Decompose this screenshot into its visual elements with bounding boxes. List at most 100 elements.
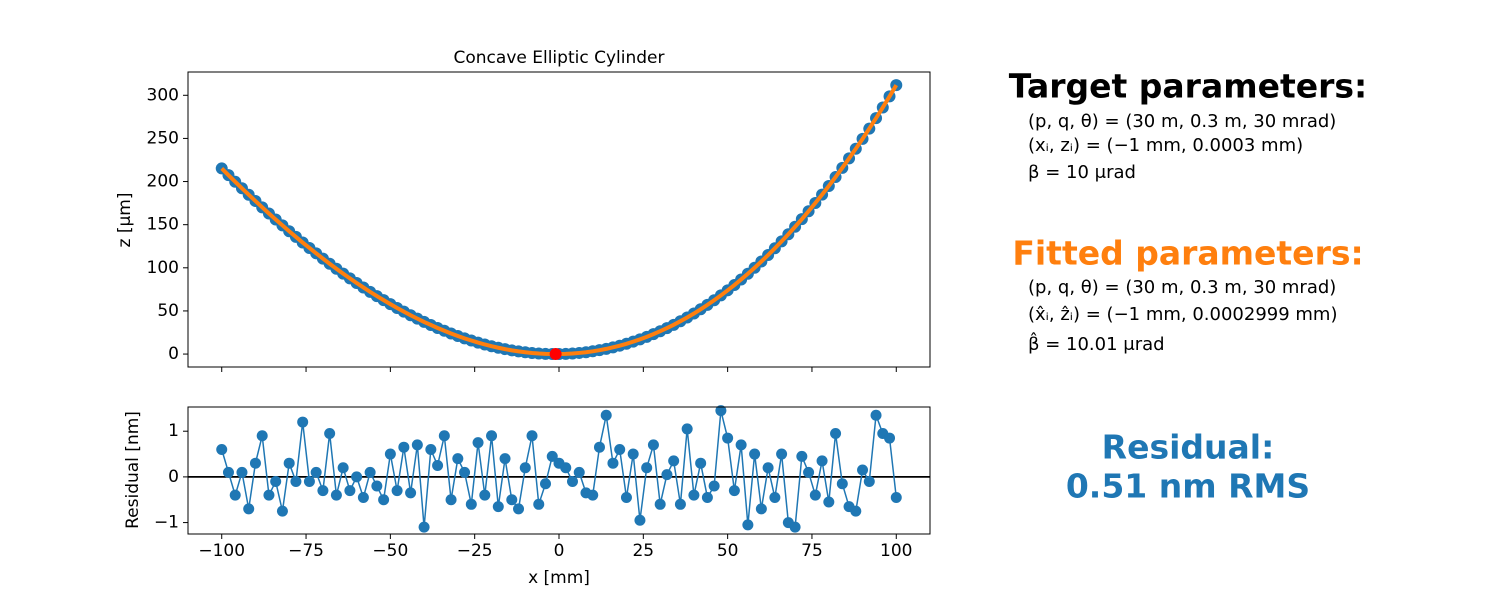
data-point: [330, 489, 342, 501]
data-point: [357, 491, 369, 503]
data-point: [735, 439, 747, 451]
y-tick-label: −1: [154, 513, 179, 533]
data-point: [384, 448, 396, 460]
y-tick-label: 150: [147, 215, 179, 235]
data-point: [803, 466, 815, 478]
data-point: [459, 466, 471, 478]
data-point: [836, 478, 848, 490]
data-point: [809, 489, 821, 501]
residual-summary: 0.51 nm RMS: [1066, 467, 1310, 506]
data-point: [607, 457, 619, 469]
data-point: [742, 519, 754, 531]
data-point: [560, 462, 572, 474]
data-point: [526, 430, 538, 442]
data-point: [405, 487, 417, 499]
data-point: [816, 455, 828, 467]
data-point: [337, 462, 349, 474]
series-line: [221, 84, 897, 355]
data-point: [857, 464, 869, 476]
data-point: [499, 453, 511, 465]
data-point: [506, 494, 518, 506]
data-point: [378, 494, 390, 506]
x-axis-label: x [mm]: [528, 568, 590, 588]
data-point: [479, 489, 491, 501]
data-point: [297, 416, 309, 428]
y-tick-label: 0: [168, 467, 179, 487]
data-point: [229, 489, 241, 501]
data-point: [432, 459, 444, 471]
data-point: [438, 430, 450, 442]
data-point: [276, 505, 288, 517]
data-point: [303, 475, 315, 487]
data-point: [324, 427, 336, 439]
x-tick-label: 50: [717, 541, 739, 561]
fitted-line: (p, q, θ) = (30 m, 0.3 m, 30 mrad): [1028, 277, 1336, 298]
fitted-line: β̂ = 10.01 μrad: [1028, 332, 1165, 355]
x-tick-label: −75: [288, 541, 324, 561]
fitted-title: Fitted parameters:: [1012, 234, 1363, 273]
data-point: [688, 489, 700, 501]
data-point: [708, 480, 720, 492]
data-point: [486, 430, 498, 442]
data-point: [519, 462, 531, 474]
data-point: [614, 443, 626, 455]
data-point: [351, 471, 363, 483]
data-point: [776, 448, 788, 460]
residual-summary: Residual:: [1102, 428, 1275, 467]
data-point: [310, 466, 322, 478]
y-tick-label: 100: [147, 258, 179, 278]
data-point: [762, 462, 774, 474]
data-point: [749, 448, 761, 460]
data-point: [398, 441, 410, 453]
data-point: [445, 494, 457, 506]
data-point: [391, 485, 403, 497]
data-point: [884, 432, 896, 444]
data-point: [573, 466, 585, 478]
data-point: [674, 498, 686, 510]
target-title: Target parameters:: [1009, 67, 1368, 106]
y-tick-label: 200: [147, 172, 179, 192]
x-tick-label: −100: [198, 541, 245, 561]
data-point: [870, 409, 882, 421]
data-point: [600, 409, 612, 421]
y-axis-label: Residual [nm]: [123, 411, 143, 529]
data-point: [863, 475, 875, 487]
data-point: [823, 496, 835, 508]
data-point: [722, 432, 734, 444]
data-point: [641, 462, 653, 474]
data-point: [728, 485, 740, 497]
data-point: [411, 439, 423, 451]
x-tick-label: −25: [457, 541, 493, 561]
data-point: [216, 443, 228, 455]
data-point: [850, 505, 862, 517]
data-point: [769, 491, 781, 503]
data-point: [249, 457, 261, 469]
target-line: (p, q, θ) = (30 m, 0.3 m, 30 mrad): [1028, 111, 1336, 132]
data-point: [789, 521, 801, 533]
data-point: [755, 503, 767, 515]
fit-line: [220, 84, 898, 357]
data-point: [270, 475, 282, 487]
data-point: [472, 437, 484, 449]
y-tick-label: 300: [147, 85, 179, 105]
vertex-point: [549, 348, 562, 361]
data-point: [425, 443, 437, 455]
data-point: [661, 469, 673, 481]
data-point: [634, 514, 646, 526]
data-point: [492, 501, 504, 513]
data-point: [513, 503, 525, 515]
data-point: [654, 498, 666, 510]
chart-title: Concave Elliptic Cylinder: [454, 48, 665, 68]
data-point: [283, 457, 295, 469]
data-point: [371, 480, 383, 492]
data-point: [627, 448, 639, 460]
y-tick-label: 50: [157, 301, 179, 321]
data-point: [418, 521, 430, 533]
axes-frame: [187, 71, 931, 368]
data-point: [256, 430, 268, 442]
x-tick-label: 0: [554, 541, 565, 561]
x-tick-label: 100: [880, 541, 912, 561]
data-point: [546, 450, 558, 462]
data-point: [890, 491, 902, 503]
